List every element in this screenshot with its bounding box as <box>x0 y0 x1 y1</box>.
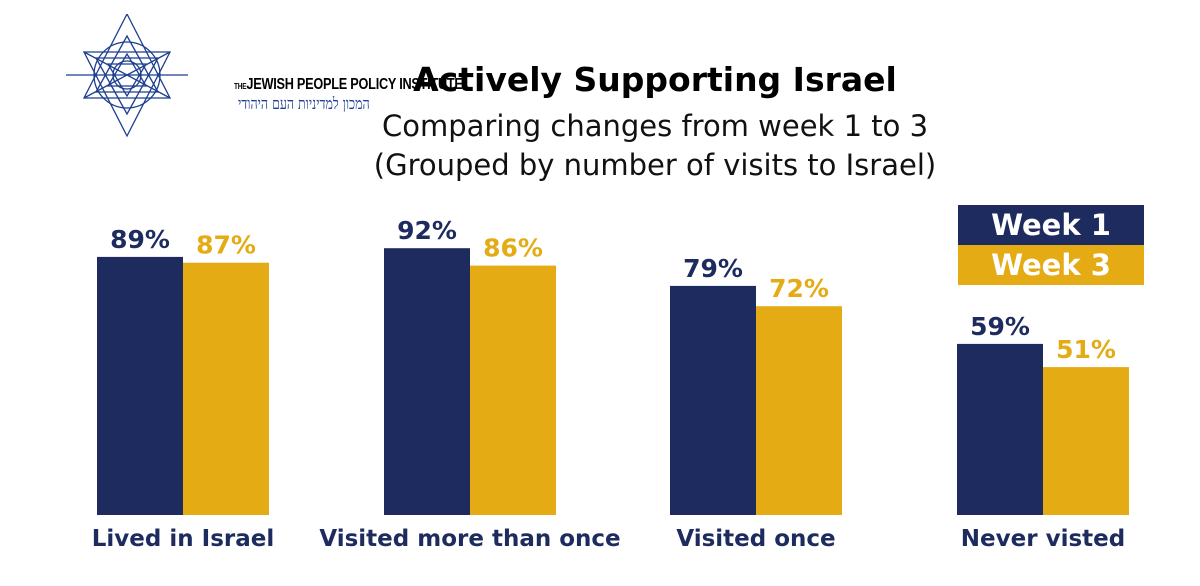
data-label-lived-in-israel-week-3: 87% <box>196 231 256 260</box>
data-label-visited-more-than-once-week-1: 92% <box>397 216 457 245</box>
bar-lived-in-israel-week-3 <box>183 262 269 515</box>
legend-week-3: Week 3 <box>958 245 1144 285</box>
data-label-visited-once-week-1: 79% <box>683 254 743 283</box>
chart-subtitle-line-1: Comparing changes from week 1 to 3 <box>381 109 929 143</box>
logo-english-name: THEJEWISH PEOPLE POLICY INSTITUTE <box>234 76 463 93</box>
institute-logo: THEJEWISH PEOPLE POLICY INSTITUTE המכון … <box>66 12 463 144</box>
chart-title: Actively Supporting Israel <box>413 60 897 99</box>
data-label-lived-in-israel-week-1: 89% <box>110 225 170 254</box>
category-label-never-visted: Never visted <box>961 526 1125 552</box>
category-label-lived-in-israel: Lived in Israel <box>92 526 274 552</box>
logo-hebrew-name: המכון למדיניות העם היהודי <box>238 94 370 113</box>
category-label-visited-more-than-once: Visited more than once <box>319 526 620 552</box>
bar-visited-more-than-once-week-3 <box>470 265 556 515</box>
data-label-visited-once-week-3: 72% <box>769 274 829 303</box>
category-label-visited-once: Visited once <box>676 526 835 552</box>
legend-week-1: Week 1 <box>958 205 1144 245</box>
star-of-david-logo-icon <box>66 12 188 138</box>
data-label-visited-more-than-once-week-3: 86% <box>483 234 543 263</box>
bar-visited-once-week-1 <box>670 285 756 515</box>
data-label-never-visted-week-3: 51% <box>1056 335 1116 364</box>
bar-visited-more-than-once-week-1 <box>384 248 470 515</box>
data-label-never-visted-week-1: 59% <box>970 312 1030 341</box>
bar-never-visted-week-1 <box>957 343 1043 515</box>
bar-lived-in-israel-week-1 <box>97 256 183 515</box>
bar-never-visted-week-3 <box>1043 367 1129 515</box>
bar-visited-once-week-3 <box>756 306 842 515</box>
chart-subtitle-line-2: (Grouped by number of visits to Israel) <box>373 148 937 182</box>
